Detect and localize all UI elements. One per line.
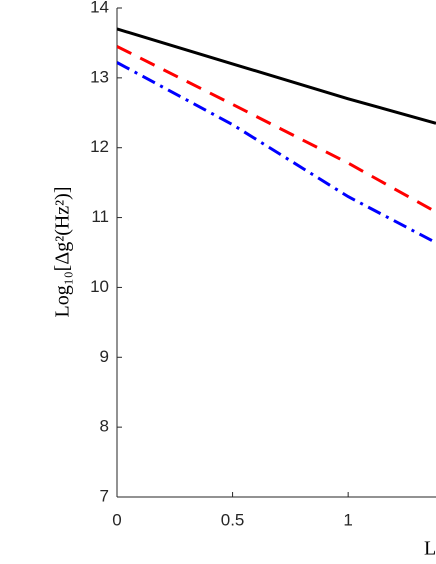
y-tick-label: 14	[90, 0, 109, 16]
x-tick-label: 1	[343, 510, 352, 529]
y-tick-label: 11	[91, 207, 109, 226]
data-line	[117, 45, 436, 214]
y-tick-label: 8	[100, 417, 109, 436]
y-axis-label: Log₁₀[Δg²(Hz²)]	[52, 187, 74, 318]
y-tick-label: 7	[100, 486, 109, 505]
x-tick-label: 0	[112, 510, 121, 529]
y-tick-label: 9	[100, 347, 109, 366]
x-tick-label: 0.5	[221, 510, 245, 529]
y-tick-label: 13	[90, 67, 109, 86]
y-tick-label: 10	[90, 277, 109, 296]
y-tick-label: 12	[90, 137, 109, 156]
data-line	[117, 61, 436, 245]
data-line	[117, 27, 436, 125]
x-axis-label: L	[424, 538, 436, 560]
